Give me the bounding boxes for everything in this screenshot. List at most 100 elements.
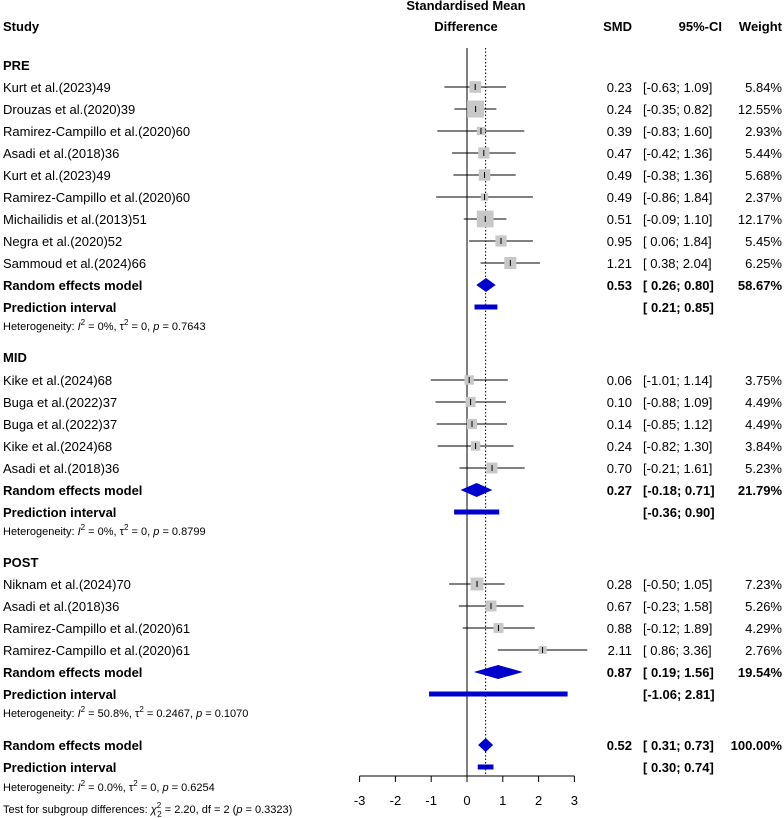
subgroup-heterogeneity: Heterogeneity: I2 = 0%, τ2 = 0, p = 0.76… <box>3 318 206 333</box>
subgroup-prediction-interval-bar <box>474 304 498 310</box>
study-ci-value: [-1.01; 1.14] <box>643 373 712 388</box>
study-weight-value: 6.25% <box>745 256 782 271</box>
study-weight-value: 4.49% <box>745 395 782 410</box>
study-label: Ramirez-Campillo et al.(2020)60 <box>3 124 190 139</box>
p-symbol: p <box>161 782 168 794</box>
p-value: = 0.3323) <box>242 804 292 816</box>
header-smd: SMD <box>603 19 632 34</box>
study-label: Asadi et al.(2018)36 <box>3 146 119 161</box>
i2-value: = 0%, <box>85 321 120 333</box>
study-weight-value: 5.44% <box>745 146 782 161</box>
i2-superscript: 2 <box>81 779 86 788</box>
study-smd-value: 0.39 <box>607 124 632 139</box>
study-label: Kurt et al.(2023)49 <box>3 168 111 183</box>
tau-value: = 0, <box>128 321 153 333</box>
subgroup-random-effects-diamond <box>476 278 496 292</box>
study-label: Kurt et al.(2023)49 <box>3 80 111 95</box>
x-axis-tick-label: -3 <box>354 793 366 808</box>
heterogeneity-prefix: Heterogeneity: <box>3 526 78 538</box>
subgroup-random-effects-smd-value: 0.53 <box>607 278 632 293</box>
header-effect-line2: Difference <box>434 19 498 34</box>
overall-prediction-interval-label: Prediction interval <box>3 760 116 775</box>
header-study: Study <box>3 19 40 34</box>
study-weight-value: 2.76% <box>745 643 782 658</box>
i2-superscript: 2 <box>81 523 86 532</box>
overall-prediction-interval-bar <box>477 764 494 770</box>
study-weight-value: 4.29% <box>745 621 782 636</box>
study-ci-value: [-0.35; 0.82] <box>643 102 712 117</box>
p-symbol: p <box>235 804 242 816</box>
study-weight-value: 5.23% <box>745 461 782 476</box>
header-weight: Weight <box>739 19 783 34</box>
study-ci-value: [ 0.38; 2.04] <box>643 256 712 271</box>
heterogeneity-prefix: Heterogeneity: <box>3 708 78 720</box>
study-ci-value: [-0.50; 1.05] <box>643 577 712 592</box>
tau-symbol: τ <box>120 321 125 333</box>
study-label: Asadi et al.(2018)36 <box>3 461 119 476</box>
i2-superscript: 2 <box>81 318 86 327</box>
tau-value: = 0, <box>138 782 163 794</box>
study-smd-value: 1.21 <box>607 256 632 271</box>
study-ci-value: [ 0.06; 1.84] <box>643 234 712 249</box>
subgroup-prediction-interval-ci-value: [-0.36; 0.90] <box>643 505 715 520</box>
study-label: Buga et al.(2022)37 <box>3 395 117 410</box>
chi-subscript: 2 <box>157 810 162 818</box>
study-label: Asadi et al.(2018)36 <box>3 599 119 614</box>
subgroup-prediction-interval-bar <box>454 509 500 515</box>
tau-superscript: 2 <box>139 705 144 714</box>
study-smd-value: 0.49 <box>607 190 632 205</box>
tau-symbol: τ <box>135 708 140 720</box>
study-ci-value: [-0.38; 1.36] <box>643 168 712 183</box>
tau-superscript: 2 <box>124 523 129 532</box>
p-value: = 0.8799 <box>159 526 205 538</box>
study-weight-value: 5.84% <box>745 80 782 95</box>
subgroup-prediction-interval-ci-value: [-1.06; 2.81] <box>643 687 715 702</box>
header-ci: 95%-CI <box>679 19 722 34</box>
overall-random-effects-weight-value: 100.00% <box>731 738 783 753</box>
study-label: Negra et al.(2020)52 <box>3 234 122 249</box>
study-smd-value: 0.24 <box>607 102 632 117</box>
study-label: Sammoud et al.(2024)66 <box>3 256 146 271</box>
study-weight-value: 5.45% <box>745 234 782 249</box>
study-label: Kike et al.(2024)68 <box>3 373 112 388</box>
p-value: = 0.1070 <box>202 708 248 720</box>
subgroup-heterogeneity: Heterogeneity: I2 = 50.8%, τ2 = 0.2467, … <box>3 705 248 720</box>
tau-symbol: τ <box>129 782 134 794</box>
tau-superscript: 2 <box>124 318 129 327</box>
study-ci-value: [-0.63; 1.09] <box>643 80 712 95</box>
study-weight-value: 7.23% <box>745 577 782 592</box>
overall-prediction-interval-ci-value: [ 0.30; 0.74] <box>643 760 714 775</box>
study-smd-value: 0.67 <box>607 599 632 614</box>
overall-random-effects-diamond <box>478 738 494 752</box>
study-smd-value: 0.28 <box>607 577 632 592</box>
study-label: Kike et al.(2024)68 <box>3 439 112 454</box>
study-weight-value: 12.17% <box>738 212 783 227</box>
i2-symbol: I <box>78 321 81 333</box>
i2-symbol: I <box>78 526 81 538</box>
x-axis-tick-label: 3 <box>571 793 578 808</box>
heterogeneity-prefix: Heterogeneity: <box>3 321 78 333</box>
study-smd-value: 0.88 <box>607 621 632 636</box>
subgroup-random-effects-label: Random effects model <box>3 665 142 680</box>
overall-random-effects-smd-value: 0.52 <box>607 738 632 753</box>
i2-symbol: I <box>78 708 81 720</box>
x-axis-tick-label: 2 <box>535 793 542 808</box>
study-label: Ramirez-Campillo et al.(2020)60 <box>3 190 190 205</box>
study-weight-value: 5.68% <box>745 168 782 183</box>
study-smd-value: 0.49 <box>607 168 632 183</box>
subgroup-prediction-interval-ci-value: [ 0.21; 0.85] <box>643 300 714 315</box>
study-weight-value: 5.26% <box>745 599 782 614</box>
subgroup-random-effects-ci-value: [ 0.26; 0.80] <box>643 278 714 293</box>
study-smd-value: 0.47 <box>607 146 632 161</box>
i2-value: = 0%, <box>85 526 120 538</box>
subgroup-test-prefix: Test for subgroup differences: <box>3 804 151 816</box>
study-ci-value: [-0.86; 1.84] <box>643 190 712 205</box>
subgroup-random-effects-weight-value: 19.54% <box>738 665 783 680</box>
p-symbol: p <box>152 321 159 333</box>
study-ci-value: [-0.09; 1.10] <box>643 212 712 227</box>
study-weight-value: 3.75% <box>745 373 782 388</box>
subgroup-random-effects-diamond <box>473 665 523 679</box>
subgroup-title-pre: PRE <box>3 58 30 73</box>
subgroup-prediction-interval-label: Prediction interval <box>3 687 116 702</box>
